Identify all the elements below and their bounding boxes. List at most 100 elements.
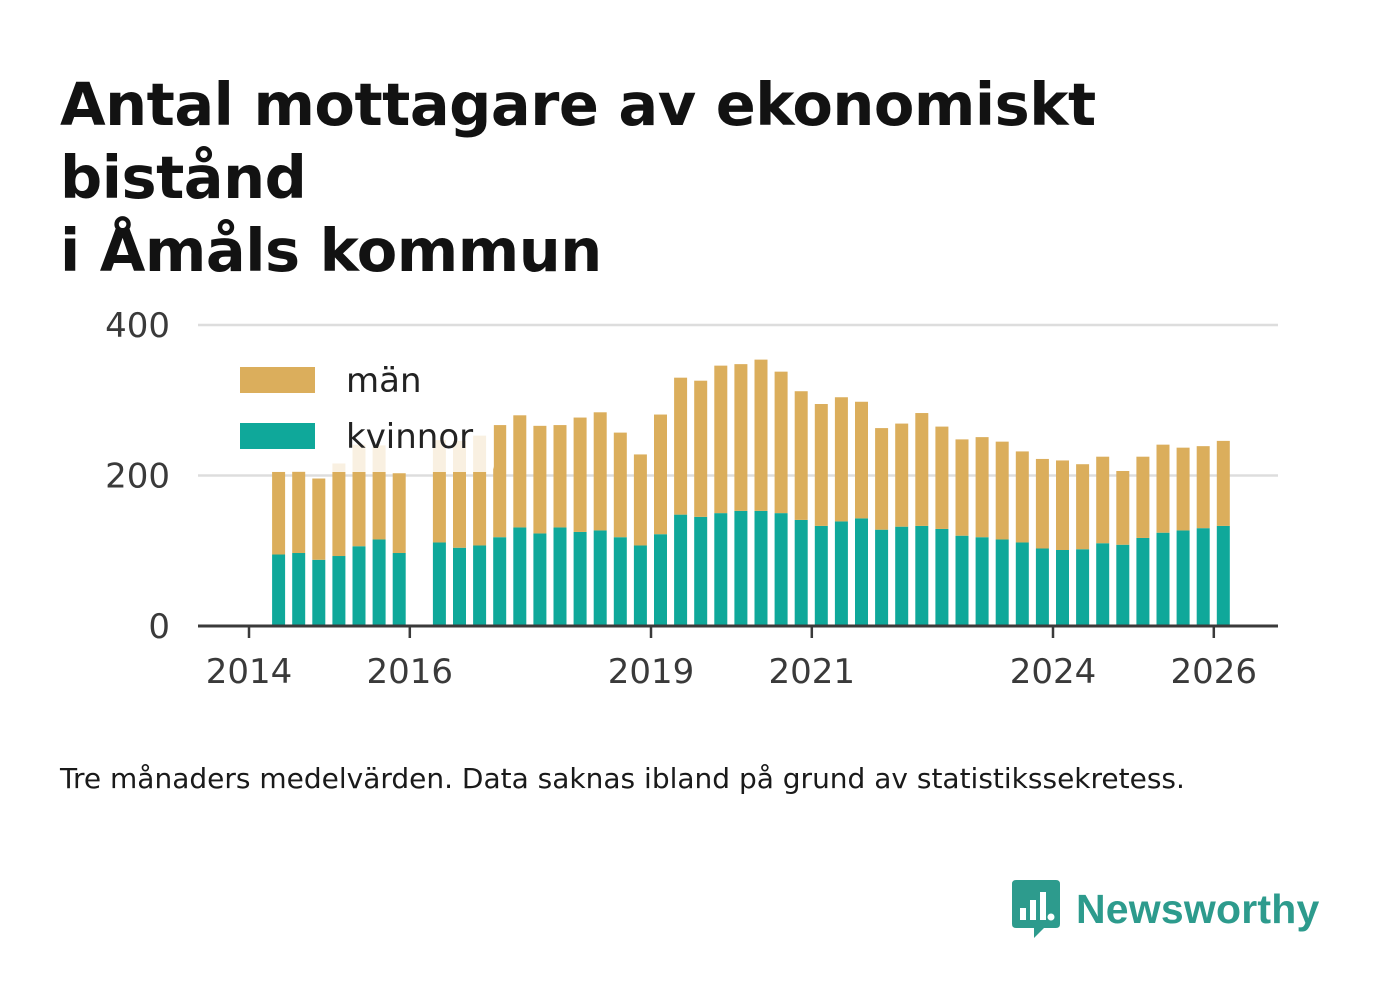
bar-man-46: [1176, 447, 1190, 531]
x-tick-label-2024: 2024: [1010, 652, 1097, 692]
bar-man-41: [1076, 464, 1090, 550]
stacked-bar-chart: 0 200 400 2014 2016 2019 2021 2024 2026 män kvinno…: [105, 306, 1278, 692]
brand-name: Newsworthy: [1076, 885, 1320, 932]
bar-kvinnor-3: [312, 559, 326, 626]
bar-man-27: [794, 391, 808, 520]
bar-man-38: [1015, 451, 1029, 543]
bar-kvinnor-29: [834, 521, 848, 626]
bar-kvinnor-32: [895, 526, 909, 626]
bar-kvinnor-15: [553, 527, 567, 626]
chart-footnote: Tre månaders medelvärden. Data saknas ib…: [60, 762, 1185, 795]
chart-title-line-1: Antal mottagare av ekonomiskt bistånd: [60, 70, 1096, 212]
bar-man-7: [392, 473, 406, 554]
bar-kvinnor-28: [814, 525, 828, 626]
bar-man-33: [915, 413, 929, 526]
bar-kvinnor-23: [714, 513, 728, 626]
bar-kvinnor-39: [1035, 548, 1049, 626]
bar-kvinnor-38: [1015, 542, 1029, 626]
bar-man-13: [513, 415, 527, 528]
bar-man-2: [292, 470, 306, 554]
bar-man-40: [1056, 460, 1069, 550]
bar-kvinnor-20: [654, 534, 667, 626]
bar-man-37: [995, 441, 1009, 540]
bar-man-22: [694, 380, 708, 517]
bar-kvinnor-45: [1156, 532, 1170, 626]
bar-man-42: [1096, 456, 1110, 544]
bar-kvinnor-31: [875, 529, 889, 626]
x-tick-label-2021: 2021: [769, 652, 856, 692]
bar-man-25: [754, 359, 768, 511]
bar-kvinnor-9: [432, 542, 446, 626]
bar-man-21: [674, 377, 688, 515]
bar-man-18: [613, 432, 627, 538]
bar-man-26: [774, 371, 788, 514]
bar-kvinnor-13: [513, 527, 527, 626]
x-tick-label-2014: 2014: [206, 652, 293, 692]
bar-kvinnor-16: [573, 531, 587, 626]
bar-man-48: [1216, 440, 1230, 526]
bar-kvinnor-6: [372, 539, 386, 626]
bar-kvinnor-4: [332, 556, 346, 626]
bar-kvinnor-5: [352, 546, 366, 626]
bar-kvinnor-18: [613, 537, 627, 626]
bar-kvinnor-40: [1056, 549, 1069, 626]
bar-man-30: [855, 401, 868, 519]
bar-man-1: [272, 471, 286, 555]
newsworthy-chart-bubble-icon: [1012, 880, 1060, 938]
bar-kvinnor-26: [774, 513, 788, 626]
bar-man-19: [633, 454, 647, 546]
bar-kvinnor-41: [1076, 549, 1090, 626]
bar-kvinnor-46: [1176, 530, 1190, 626]
bar-kvinnor-14: [533, 533, 547, 626]
bar-man-28: [814, 404, 828, 526]
bar-kvinnor-35: [955, 535, 969, 626]
legend-swatch-man: [240, 367, 315, 393]
bar-kvinnor-27: [794, 519, 808, 626]
bar-man-23: [714, 365, 728, 514]
bar-kvinnor-11: [473, 545, 487, 626]
bar-kvinnor-22: [694, 516, 708, 626]
bar-man-43: [1116, 470, 1130, 545]
bar-man-3: [312, 478, 326, 560]
legend-swatch-kvinnor: [240, 423, 315, 449]
bar-man-15: [553, 425, 567, 528]
bar-kvinnor-1: [272, 554, 286, 626]
bar-man-32: [895, 423, 909, 527]
bar-kvinnor-36: [975, 537, 989, 626]
bar-kvinnor-12: [493, 537, 507, 626]
bar-kvinnor-48: [1216, 525, 1230, 626]
bar-kvinnor-42: [1096, 543, 1110, 626]
bar-kvinnor-43: [1116, 544, 1130, 626]
bar-kvinnor-24: [734, 510, 748, 626]
bar-kvinnor-33: [915, 525, 929, 626]
bar-man-17: [593, 412, 607, 531]
bar-man-39: [1035, 458, 1049, 549]
chart-title: Antal mottagare av ekonomiskt bistånd i …: [60, 68, 1340, 287]
bar-kvinnor-19: [633, 545, 647, 626]
bar-man-31: [875, 428, 889, 530]
y-tick-label-200: 200: [105, 457, 170, 497]
bar-kvinnor-47: [1196, 528, 1210, 626]
bar-man-35: [955, 439, 969, 536]
x-tick-label-2016: 2016: [367, 652, 454, 692]
bar-man-29: [834, 397, 848, 522]
bar-kvinnor-10: [453, 547, 466, 626]
bar-man-44: [1136, 456, 1150, 538]
bar-man-34: [935, 426, 949, 529]
y-tick-label-0: 0: [148, 607, 170, 647]
bar-man-12: [493, 425, 507, 538]
bar-man-20: [654, 414, 667, 535]
bar-man-45: [1156, 444, 1170, 533]
bar-man-36: [975, 437, 989, 538]
bar-man-16: [573, 417, 587, 532]
bar-kvinnor-37: [995, 539, 1009, 626]
bar-kvinnor-25: [754, 510, 768, 626]
bar-kvinnor-30: [855, 518, 868, 626]
bar-man-24: [734, 364, 748, 511]
x-tick-label-2026: 2026: [1171, 652, 1258, 692]
bar-man-4: [332, 463, 346, 557]
bar-man-47: [1196, 446, 1210, 529]
brand-logo[interactable]: Newsworthy: [1010, 878, 1320, 940]
bar-kvinnor-17: [593, 530, 607, 626]
legend-label-man: män: [346, 361, 422, 401]
